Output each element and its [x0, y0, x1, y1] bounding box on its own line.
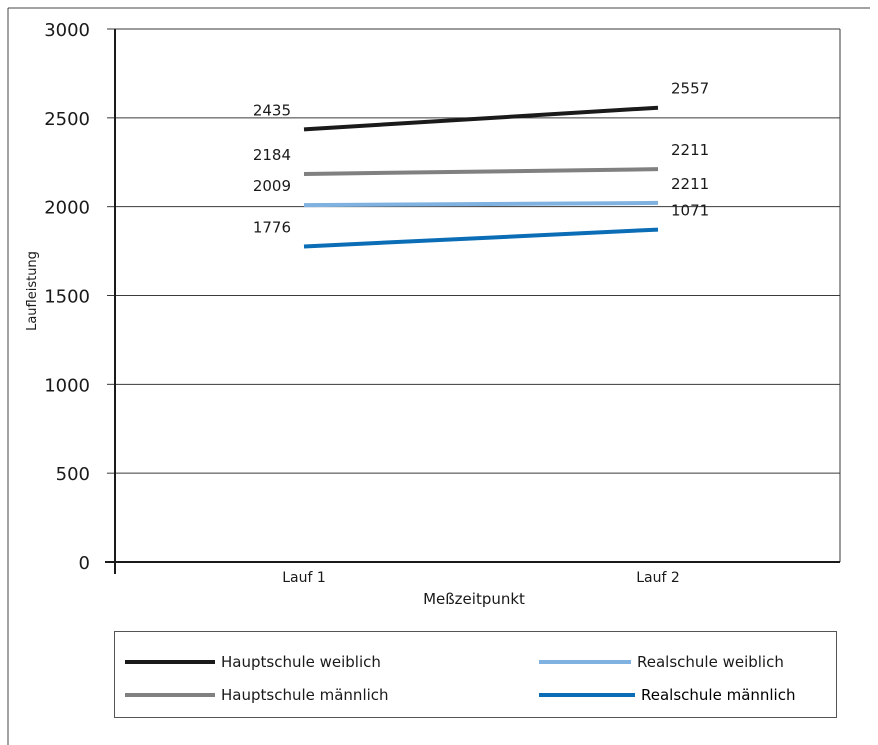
data-label: 1071: [671, 202, 709, 220]
y-tick-label: 3000: [44, 20, 90, 41]
legend-swatch: [125, 660, 215, 664]
data-label: 2211: [671, 141, 709, 159]
y-tick-label: 1000: [44, 375, 90, 396]
axes: [105, 28, 841, 574]
series-line: [303, 105, 659, 132]
y-tick-label: 1500: [44, 287, 90, 308]
data-label: 2557: [671, 80, 709, 98]
legend-swatch: [539, 660, 631, 664]
y-tick-labels: 0 500 1000 1500 2000 2500 3000: [44, 20, 90, 574]
x-axis-label: Meßzeitpunkt: [423, 590, 525, 608]
y-tick-label: 2000: [44, 198, 90, 219]
data-label: 2435: [253, 101, 291, 119]
legend-item-hauptschule-maennlich: Hauptschule männlich: [125, 685, 389, 705]
data-labels: 2435 2557 2184 2211 2009 2211 1776 1071: [253, 80, 709, 237]
legend-swatch: [125, 693, 215, 697]
data-label: 1776: [253, 218, 291, 236]
data-label: 2009: [253, 177, 291, 195]
legend-label: Hauptschule weiblich: [221, 653, 381, 671]
data-label: 2211: [671, 175, 709, 193]
series-line: [303, 227, 659, 249]
legend: Hauptschule weiblich Hauptschule männlic…: [114, 631, 837, 718]
x-tick-labels: Lauf 1 Lauf 2: [282, 570, 680, 586]
legend-label: Realschule weiblich: [637, 653, 784, 671]
gridlines: [115, 28, 840, 474]
series-line: [303, 167, 659, 176]
legend-item-hauptschule-weiblich: Hauptschule weiblich: [125, 652, 381, 672]
legend-label: Realschule männlich: [641, 686, 796, 704]
series-line: [303, 200, 659, 208]
y-tick-label: 500: [56, 464, 90, 485]
x-tick-label: Lauf 2: [636, 570, 680, 586]
y-axis-label: Laufleistung: [25, 251, 40, 331]
series-lines: [303, 105, 659, 249]
legend-item-realschule-weiblich: Realschule weiblich: [539, 652, 784, 672]
data-label: 2184: [253, 146, 291, 164]
x-tick-label: Lauf 1: [282, 570, 326, 586]
legend-item-realschule-maennlich: Realschule männlich: [539, 685, 795, 705]
y-tick-label: 0: [79, 553, 90, 574]
legend-label: Hauptschule männlich: [221, 686, 389, 704]
legend-swatch: [539, 693, 635, 697]
y-tick-label: 2500: [44, 109, 90, 130]
